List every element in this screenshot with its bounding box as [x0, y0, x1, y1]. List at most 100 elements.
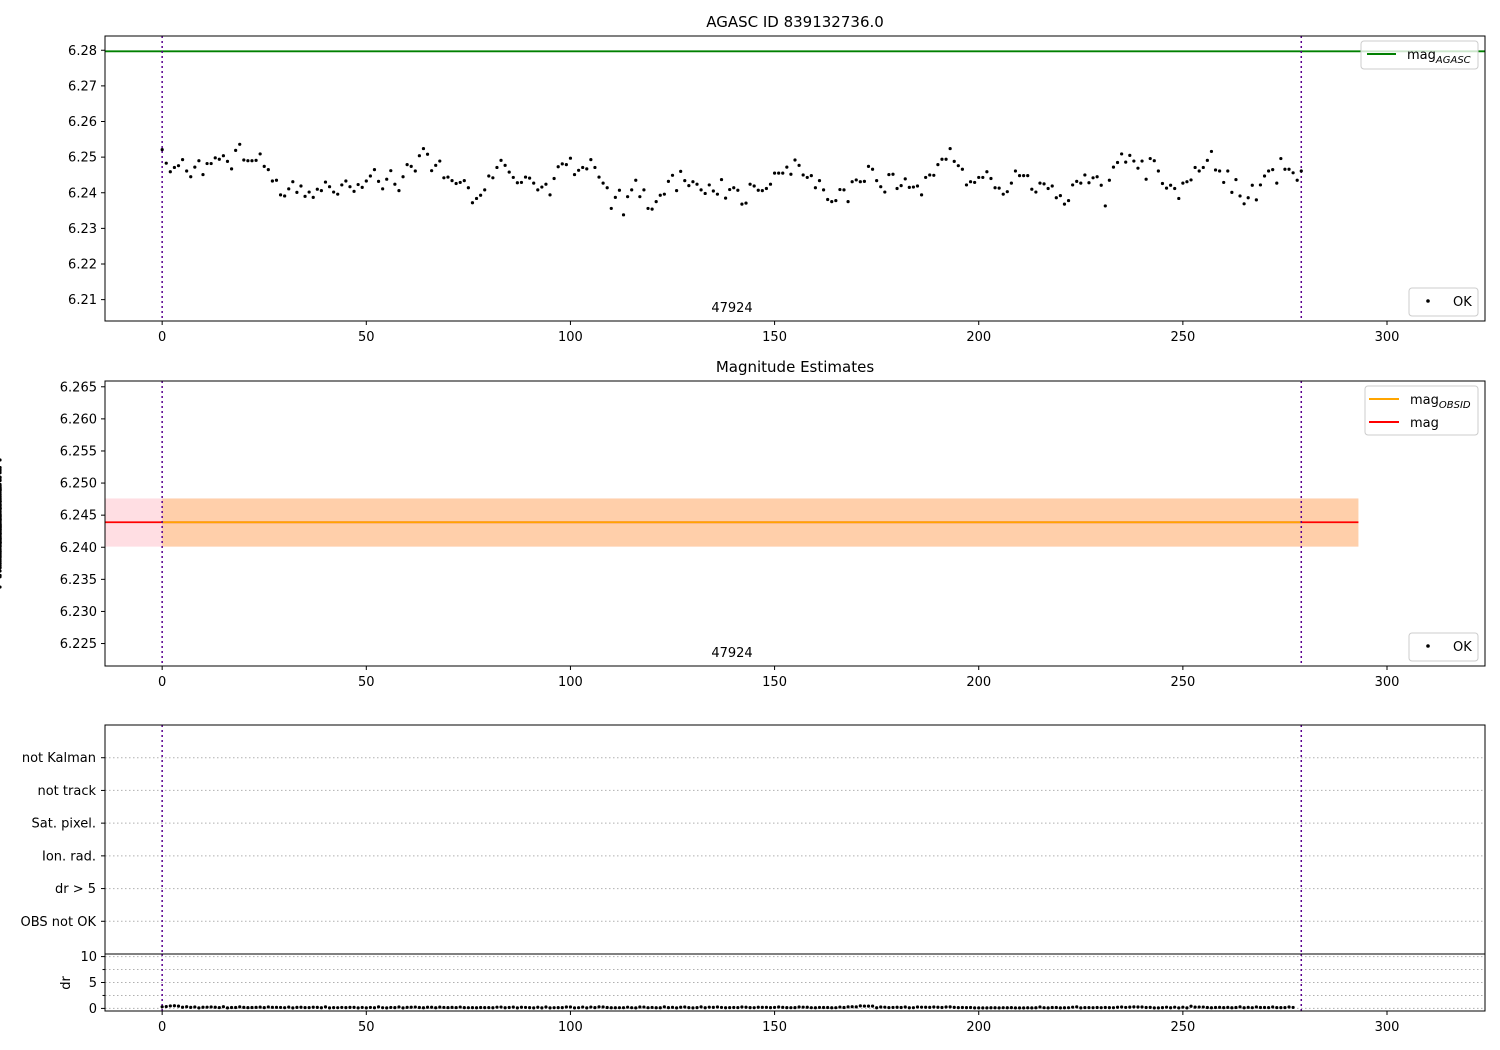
agasc-point	[1091, 176, 1095, 180]
estimates-y-tick-label: 6.240	[60, 541, 97, 556]
estimates-point	[0, 575, 2, 579]
agasc-point	[928, 173, 932, 177]
agasc-point	[793, 158, 797, 162]
estimates-point	[0, 471, 2, 475]
agasc-legend-mag-label: magAGASC	[1407, 48, 1471, 66]
dr-point	[1234, 1005, 1238, 1010]
agasc-point	[1148, 156, 1152, 161]
agasc-point	[519, 180, 524, 185]
dr-point	[1177, 1006, 1181, 1010]
estimates-x-tick-label: 0	[158, 675, 166, 690]
estimates-x-tick-label: 150	[762, 675, 787, 690]
dr-point	[180, 1005, 185, 1009]
dr-point	[744, 1005, 748, 1009]
dr-point	[1160, 1006, 1165, 1010]
estimates-y-tick-label: 6.250	[60, 477, 97, 492]
agasc-point	[968, 180, 973, 184]
dr-point	[593, 1006, 597, 1010]
agasc-point	[385, 177, 389, 181]
dr-point	[552, 1006, 556, 1010]
agasc-point	[1177, 196, 1181, 201]
dr-point	[348, 1005, 352, 1009]
agasc-point	[1267, 169, 1271, 173]
dr-point	[458, 1005, 462, 1009]
dr-point	[1173, 1005, 1177, 1009]
dr-point	[397, 1005, 401, 1009]
estimates-plot-frame	[104, 380, 1486, 667]
dr-point	[332, 1006, 336, 1010]
agasc-point	[1005, 190, 1009, 194]
agasc-point	[1083, 173, 1087, 177]
dr-point	[1291, 1005, 1295, 1010]
dr-point	[470, 1006, 475, 1010]
agasc-point	[1038, 181, 1042, 185]
agasc-point	[1156, 169, 1160, 173]
agasc-point	[862, 179, 867, 183]
agasc-point	[1124, 160, 1128, 164]
dr-point	[507, 1005, 511, 1010]
dr-point	[511, 1005, 515, 1009]
dr-point	[809, 1006, 813, 1010]
agasc-point	[295, 190, 299, 194]
dr-point	[193, 1005, 197, 1009]
dr-point	[1152, 1006, 1156, 1010]
agasc-point	[585, 167, 589, 171]
agasc-point	[674, 189, 679, 193]
estimates-y-tick-label: 6.245	[60, 509, 97, 524]
agasc-point	[315, 187, 319, 191]
dr-point	[989, 1006, 993, 1010]
agasc-point	[405, 163, 409, 167]
dr-point	[1099, 1006, 1103, 1010]
agasc-point	[364, 179, 368, 183]
estimates-obsid-label: 47924	[711, 646, 752, 661]
flags-row-label: Ion. rad.	[42, 849, 96, 864]
agasc-point	[691, 180, 695, 184]
dr-point	[1275, 1005, 1279, 1010]
agasc-point	[1246, 196, 1250, 200]
dr-point	[601, 1005, 605, 1009]
dr-point	[1115, 1005, 1120, 1009]
dr-point	[323, 1005, 328, 1009]
agasc-point	[185, 169, 189, 173]
agasc-point	[1099, 183, 1103, 187]
dr-point	[1164, 1005, 1169, 1009]
agasc-point	[605, 186, 609, 190]
agasc-point	[875, 179, 879, 183]
agasc-point	[1062, 202, 1067, 206]
agasc-point	[850, 180, 854, 184]
dr-point	[711, 1005, 715, 1009]
agasc-point	[801, 173, 805, 177]
agasc-point	[1107, 178, 1111, 182]
agasc-point	[401, 175, 405, 179]
agasc-point	[687, 184, 691, 188]
dr-point	[360, 1005, 364, 1010]
agasc-point	[540, 185, 544, 189]
agasc-point	[1226, 169, 1230, 173]
agasc-point	[503, 163, 507, 167]
agasc-point	[1009, 181, 1013, 185]
agasc-point	[193, 165, 197, 169]
dr-point	[372, 1006, 377, 1010]
dr-point	[834, 1006, 838, 1010]
agasc-title: AGASC ID 839132736.0	[706, 13, 884, 31]
agasc-point	[919, 193, 924, 197]
dr-point	[1046, 1006, 1050, 1010]
agasc-point	[474, 196, 479, 201]
dr-point	[499, 1005, 503, 1009]
dr-point	[821, 1005, 826, 1010]
dr-point	[789, 1006, 793, 1010]
dr-point	[401, 1006, 405, 1010]
estimates-point	[0, 484, 2, 488]
agasc-point	[376, 179, 381, 183]
agasc-point	[1213, 168, 1218, 172]
dr-point	[1238, 1005, 1242, 1009]
agasc-y-tick-label: 6.27	[68, 79, 97, 94]
dr-point	[793, 1006, 797, 1010]
dr-point	[654, 1006, 658, 1010]
dr-point	[234, 1005, 238, 1010]
agasc-point	[577, 168, 581, 172]
agasc-point	[1140, 159, 1144, 163]
agasc-point	[936, 163, 940, 167]
dr-point	[605, 1005, 609, 1010]
dr-point	[1062, 1006, 1067, 1010]
